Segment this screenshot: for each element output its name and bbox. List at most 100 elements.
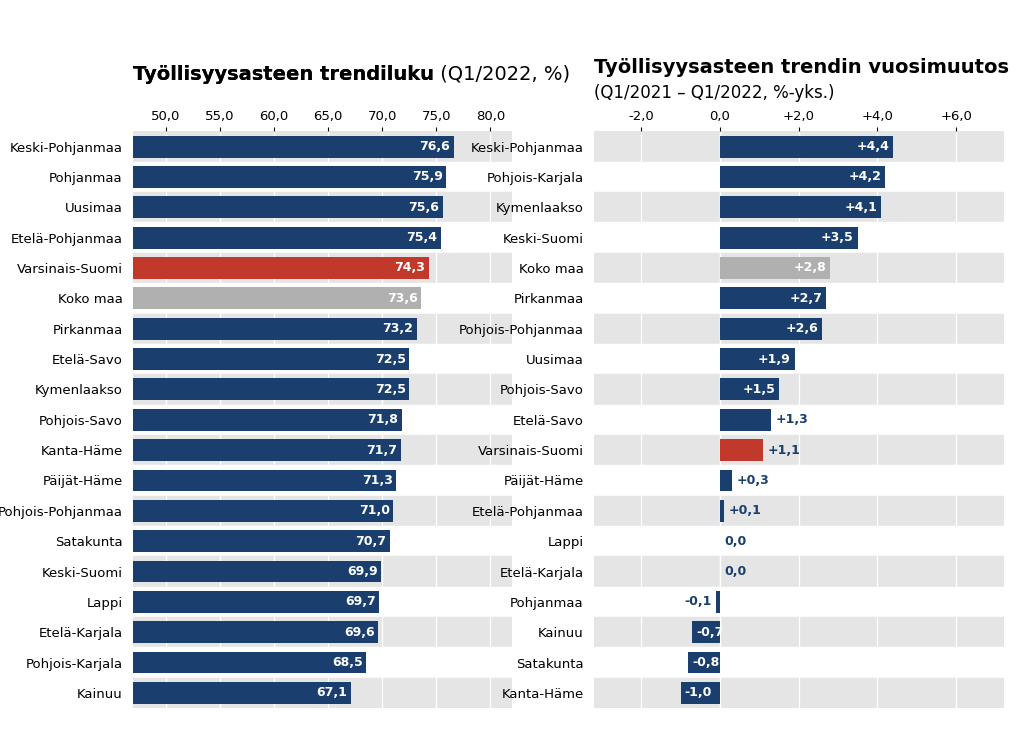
Text: +2,6: +2,6 (785, 322, 818, 335)
Bar (133, 500, 393, 522)
Bar (133, 587, 512, 617)
Bar (133, 621, 378, 643)
Text: (Q1/2022, %): (Q1/2022, %) (434, 65, 570, 84)
Text: +0,1: +0,1 (729, 504, 762, 518)
Bar (720, 348, 795, 370)
Text: Työllisyysasteen trendiluku: Työllisyysasteen trendiluku (133, 65, 434, 84)
Text: 69,6: 69,6 (344, 626, 375, 639)
Bar (594, 313, 1004, 344)
Text: 72,5: 72,5 (375, 353, 406, 366)
Text: Työllisyysasteen trendin vuosimuutos: Työllisyysasteen trendin vuosimuutos (594, 58, 1009, 77)
Text: 70,7: 70,7 (355, 534, 386, 548)
Text: 74,3: 74,3 (394, 261, 425, 274)
Text: 71,3: 71,3 (362, 474, 393, 487)
Bar (688, 652, 720, 674)
Text: 68,5: 68,5 (332, 656, 362, 669)
Bar (133, 409, 401, 431)
Bar (133, 318, 417, 339)
Bar (133, 313, 512, 344)
Bar (133, 526, 512, 556)
Text: Työllisyysasteen trendiluku: Työllisyysasteen trendiluku (133, 65, 434, 84)
Text: 67,1: 67,1 (316, 686, 347, 699)
Text: 72,5: 72,5 (375, 383, 406, 396)
Bar (716, 591, 720, 612)
Text: -0,1: -0,1 (684, 596, 712, 608)
Text: 0,0: 0,0 (725, 534, 746, 548)
Bar (133, 561, 381, 583)
Bar (692, 621, 720, 643)
Bar (681, 682, 720, 704)
Text: +1,5: +1,5 (742, 383, 775, 396)
Bar (720, 196, 882, 218)
Bar (133, 617, 512, 648)
Text: +2,7: +2,7 (790, 292, 822, 305)
Bar (594, 344, 1004, 374)
Bar (133, 223, 512, 253)
Text: 0,0: 0,0 (725, 565, 746, 578)
Bar (720, 136, 893, 158)
Bar (133, 196, 442, 218)
Bar (594, 496, 1004, 526)
Bar (133, 288, 421, 310)
Bar (133, 435, 512, 465)
Text: +4,1: +4,1 (845, 201, 878, 214)
Bar (594, 192, 1004, 223)
Bar (133, 469, 396, 491)
Bar (133, 648, 512, 677)
Bar (133, 404, 512, 435)
Bar (594, 283, 1004, 313)
Bar (133, 591, 379, 612)
Bar (133, 166, 446, 188)
Text: +1,3: +1,3 (776, 413, 809, 426)
Bar (133, 677, 512, 708)
Bar (720, 257, 830, 279)
Text: -0,7: -0,7 (696, 626, 724, 639)
Bar (133, 439, 400, 461)
Text: 75,4: 75,4 (407, 231, 437, 244)
Bar (133, 131, 512, 162)
Bar (594, 648, 1004, 677)
Text: 69,9: 69,9 (347, 565, 378, 578)
Bar (133, 556, 512, 587)
Bar (133, 465, 512, 496)
Bar (720, 469, 732, 491)
Bar (133, 348, 410, 370)
Text: -0,8: -0,8 (692, 656, 720, 669)
Text: +1,9: +1,9 (758, 353, 791, 366)
Bar (133, 283, 512, 313)
Bar (720, 227, 858, 248)
Text: 75,6: 75,6 (409, 201, 439, 214)
Bar (133, 253, 512, 283)
Text: 69,7: 69,7 (345, 596, 376, 608)
Bar (594, 223, 1004, 253)
Bar (133, 162, 512, 192)
Bar (133, 227, 440, 248)
Bar (720, 166, 886, 188)
Text: +1,1: +1,1 (768, 444, 801, 456)
Text: +2,8: +2,8 (794, 261, 826, 274)
Bar (720, 409, 771, 431)
Bar (594, 587, 1004, 617)
Bar (594, 556, 1004, 587)
Bar (133, 192, 512, 223)
Text: 71,0: 71,0 (358, 504, 390, 518)
Bar (133, 496, 512, 526)
Bar (594, 465, 1004, 496)
Bar (720, 500, 724, 522)
Bar (720, 318, 822, 339)
Text: 76,6: 76,6 (420, 140, 451, 153)
Bar (594, 404, 1004, 435)
Bar (594, 374, 1004, 404)
Text: 71,7: 71,7 (367, 444, 397, 456)
Bar (133, 378, 410, 400)
Bar (133, 682, 350, 704)
Bar (720, 439, 763, 461)
Bar (720, 378, 779, 400)
Text: +4,4: +4,4 (856, 140, 889, 153)
Text: (Q1/2021 – Q1/2022, %-yks.): (Q1/2021 – Q1/2022, %-yks.) (594, 84, 835, 102)
Bar (133, 530, 390, 552)
Bar (720, 288, 826, 310)
Text: -1,0: -1,0 (684, 686, 712, 699)
Bar (133, 374, 512, 404)
Bar (594, 162, 1004, 192)
